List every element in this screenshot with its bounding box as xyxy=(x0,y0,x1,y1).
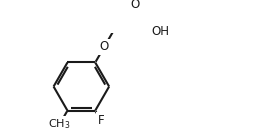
Text: CH$_3$: CH$_3$ xyxy=(48,117,71,131)
Text: OH: OH xyxy=(151,25,169,38)
Text: O: O xyxy=(100,40,109,53)
Text: F: F xyxy=(98,114,104,127)
Text: O: O xyxy=(130,0,139,11)
